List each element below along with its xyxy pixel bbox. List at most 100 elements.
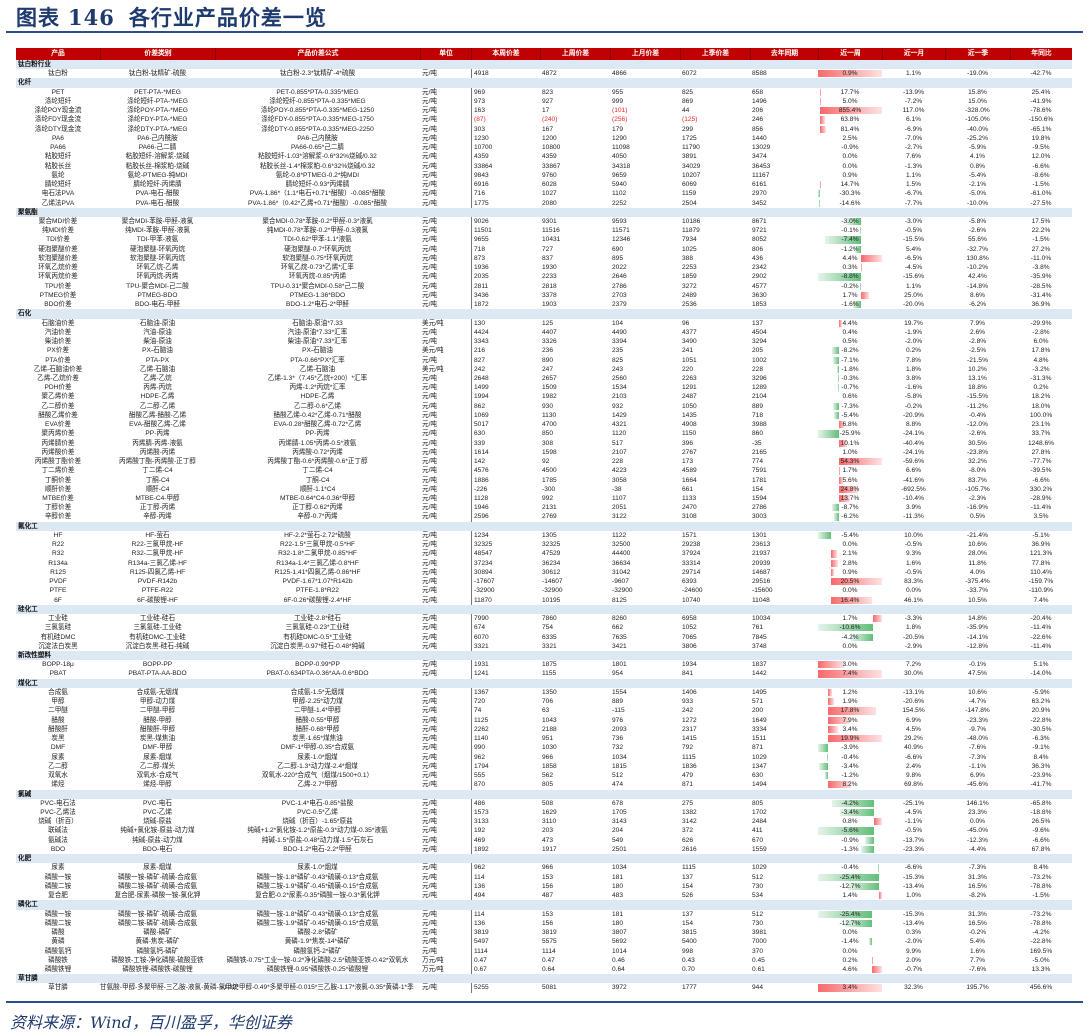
cell-spread-type: 磷酸-磷矿: [100, 928, 215, 937]
cell-chg-month: -11.3%: [882, 512, 945, 521]
negative-data-bar: [837, 366, 838, 373]
negative-data-bar: [818, 190, 820, 197]
cell-last-month: 2022: [610, 263, 680, 272]
table-row: 磷酸铁锂磷酸铁锂-磷酸铁-碳酸锂磷酸铁锂-0.95*磷酸铁-0.25*碳酸锂万元…: [16, 965, 1072, 974]
cell-last-week: 3819: [540, 928, 610, 937]
cell-last-month: 2051: [610, 503, 680, 512]
cell-spread-type: 沉淀白炭黑-硅石-纯碱: [100, 642, 215, 651]
cell-chg-quarter: -5.0%: [945, 189, 1010, 198]
cell-chg-quarter: 8.6%: [945, 291, 1010, 300]
cell-last-month: 0.64: [610, 965, 680, 974]
cell-yoy: 27.2%: [1010, 245, 1072, 254]
cell-last-year: 23613: [750, 540, 818, 549]
cell-chg-quarter: 10.5%: [945, 596, 1010, 605]
cell-last-month: 181: [610, 873, 680, 882]
cell-this-week: 192: [471, 826, 540, 835]
cell-yoy: -5.9%: [1010, 688, 1072, 697]
weekly-change-value: 0.8%: [842, 818, 857, 825]
cell-product: 纯MDI价差: [16, 226, 100, 235]
cell-yoy: 25.4%: [1010, 88, 1072, 97]
cell-last-quarter: 1435: [680, 411, 750, 420]
cell-unit: 元/吨: [420, 392, 471, 401]
cell-product: PTFE: [16, 586, 100, 595]
cell-last-week: 9301: [540, 217, 610, 226]
cell-last-year: 1029: [750, 753, 818, 762]
cell-spread-type: 粘胶短纤-溶解浆-烧碱: [100, 152, 215, 161]
weekly-change-value: 14.7%: [841, 181, 860, 188]
cell-last-month: 11098: [610, 143, 680, 152]
cell-chg-quarter: -147.8%: [945, 706, 1010, 715]
cell-chg-week: 4.6%: [818, 965, 882, 974]
weekly-change-value: -0.3%: [841, 375, 858, 382]
weekly-change-value: 13.7%: [841, 495, 860, 502]
cell-chg-week: 17.7%: [818, 88, 882, 97]
table-row: 丙烯酸丁酯价差丙烯酸丁酯-丙烯酸-正丁醇丙烯酸丁酯-0.6*丙烯酸-0.6*正丁…: [16, 457, 1072, 466]
cell-unit: 元/吨: [420, 540, 471, 549]
cell-last-week: 203: [540, 826, 610, 835]
cell-spread-type: 磷酸铁锂-磷酸铁-碳酸锂: [100, 965, 215, 974]
cell-chg-quarter: 11.8%: [945, 559, 1010, 568]
cell-chg-week: 0.0%: [818, 586, 882, 595]
cell-yoy: -73.2%: [1010, 873, 1072, 882]
weekly-change-value: -3.4%: [841, 763, 858, 770]
cell-product: 钛白粉: [16, 69, 100, 78]
cell-spread-type: 乙烯-乙烷: [100, 374, 215, 383]
cell-last-month: 181: [610, 910, 680, 919]
positive-data-bar: [820, 126, 826, 133]
cell-unit: 元/吨: [420, 817, 471, 826]
weekly-change-value: -7.4%: [841, 236, 858, 243]
cell-last-year: 1496: [750, 97, 818, 106]
cell-this-week: 469: [471, 836, 540, 845]
cell-this-week: 114: [471, 873, 540, 882]
cell-spread-type: 辛醇-丙烯: [100, 512, 215, 521]
cell-spread-type: 柴油-原油: [100, 337, 215, 346]
cell-chg-week: -7.1%: [818, 356, 882, 365]
cell-unit: 万元/吨: [420, 956, 471, 965]
source-note: 资料来源：Wind，百川盈孚，华创证券: [10, 1009, 292, 1033]
cell-last-year: 805: [750, 799, 818, 808]
cell-last-month: 3122: [610, 512, 680, 521]
cell-chg-week: 1.7%: [818, 466, 882, 475]
cell-last-week: 1930: [540, 263, 610, 272]
cell-chg-month: -1.9%: [882, 328, 945, 337]
cell-this-week: 11870: [471, 596, 540, 605]
cell-last-year: 1442: [750, 669, 818, 678]
cell-formula: 磷酸一铵-1.8*磷矿-0.43*硫磺-0.13*合成氨: [215, 873, 420, 882]
cell-last-year: 29516: [750, 577, 818, 586]
cell-formula: 尿素-1.0*烟煤: [215, 753, 420, 762]
negative-data-bar: [818, 532, 831, 539]
cell-formula: 黄磷-1.9*焦炭-14*磷矿: [215, 937, 420, 946]
cell-unit: 美元/吨: [420, 346, 471, 355]
cell-this-week: 1872: [471, 300, 540, 309]
cell-unit: 元/吨: [420, 106, 471, 115]
cell-last-week: 2188: [540, 725, 610, 734]
cell-chg-month: 154.5%: [882, 706, 945, 715]
cell-product: 环氧丙烷价差: [16, 272, 100, 281]
cell-chg-quarter: 1.6%: [945, 947, 1010, 956]
cell-chg-quarter: -5.9%: [945, 143, 1010, 152]
table-row: 粘胶短纤粘胶短纤-溶解浆-烧碱粘胶短纤-1.03*溶解浆-0.6*32%烧碱/0…: [16, 152, 1072, 161]
cell-last-quarter: 220: [680, 365, 750, 374]
weekly-change-value: 63.8%: [841, 116, 860, 123]
cell-this-week: 142: [471, 457, 540, 466]
cell-product: 氨碱法: [16, 836, 100, 845]
cell-yoy: -159.7%: [1010, 577, 1072, 586]
cell-last-year: 370: [750, 947, 818, 956]
cell-chg-quarter: 42.4%: [945, 272, 1010, 281]
weekly-change-value: 1.0%: [842, 449, 857, 456]
cell-formula: PVA-1.86*（0.42*乙烯+0.71*醋酸）-0.085*醋酸: [215, 199, 420, 208]
cell-last-quarter: 33314: [680, 559, 750, 568]
cell-chg-quarter: 16.5%: [945, 919, 1010, 928]
cell-last-year: 658: [750, 88, 818, 97]
cell-last-week: 754: [540, 623, 610, 632]
cell-product: 炭黑: [16, 734, 100, 743]
cell-product: 尿素: [16, 753, 100, 762]
